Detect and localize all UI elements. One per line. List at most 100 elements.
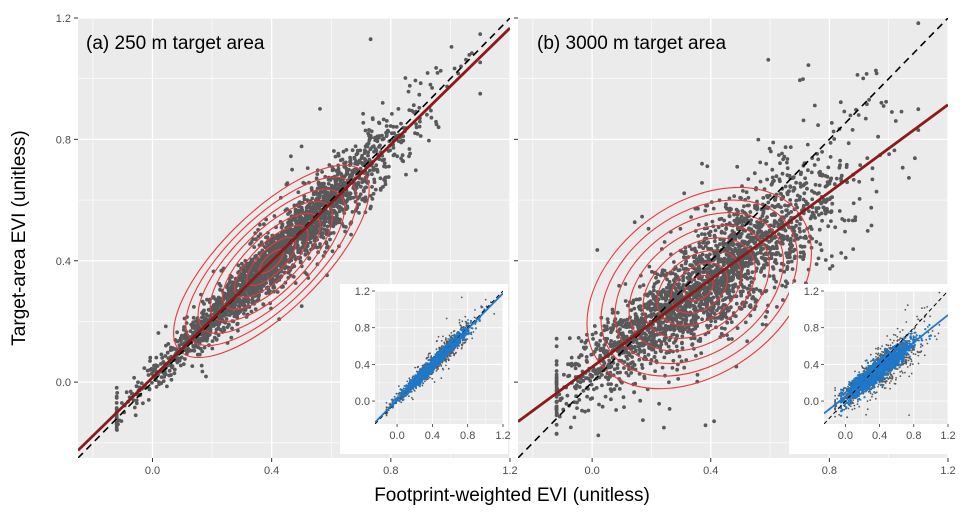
data-point — [219, 268, 224, 273]
inset-point-gray — [395, 392, 398, 395]
data-point — [248, 242, 253, 246]
data-point — [132, 405, 137, 410]
inset-point-gray — [424, 380, 426, 383]
data-point — [150, 380, 154, 385]
data-point — [299, 304, 304, 308]
x-tick-label: 1.2 — [502, 465, 517, 477]
data-point — [370, 185, 374, 189]
inset-point-gray — [413, 390, 416, 392]
inset-point-gray — [436, 366, 439, 369]
data-point — [190, 364, 195, 368]
data-point — [414, 125, 419, 130]
data-point — [329, 189, 334, 194]
inset-point-gray — [445, 360, 447, 363]
data-point — [256, 261, 261, 266]
data-point — [368, 168, 372, 173]
data-point — [164, 343, 168, 348]
data-point — [392, 152, 397, 157]
inset-point-gray — [447, 338, 450, 340]
data-point — [210, 339, 215, 343]
data-point — [258, 222, 262, 227]
panel-a-x-ticks: 0.0 0.4 0.8 1.2 — [145, 458, 518, 477]
data-point — [327, 220, 332, 225]
data-point — [407, 83, 412, 88]
inset-point-gray — [493, 313, 496, 315]
data-point — [372, 177, 377, 182]
inset-point-gray — [448, 359, 450, 361]
data-point — [330, 249, 335, 254]
data-point — [418, 81, 423, 86]
data-point — [403, 76, 408, 80]
inset-point-gray — [415, 370, 418, 373]
inset-point-gray — [463, 341, 466, 344]
data-point — [178, 336, 183, 340]
data-point — [253, 255, 258, 260]
data-point — [305, 272, 309, 277]
data-point — [304, 216, 309, 221]
inset-point-gray — [458, 321, 461, 324]
data-point — [192, 305, 196, 309]
data-point — [131, 398, 136, 403]
data-point — [147, 387, 152, 392]
data-point — [383, 179, 388, 184]
inset-point-gray — [473, 316, 476, 319]
data-point — [283, 239, 288, 243]
data-point — [401, 125, 406, 130]
data-point — [357, 211, 361, 215]
data-point — [320, 214, 325, 219]
data-point — [162, 371, 167, 376]
data-point — [161, 379, 166, 383]
data-point — [216, 295, 221, 300]
inset-point-blue — [462, 328, 465, 331]
inset-point-gray — [475, 317, 477, 319]
inset-point-gray — [451, 334, 453, 337]
inset-point-blue — [405, 386, 408, 389]
data-point — [324, 209, 329, 214]
inset-point-gray — [388, 403, 391, 405]
data-point — [333, 154, 338, 159]
inset-point-gray — [460, 343, 463, 346]
data-point — [236, 282, 241, 287]
data-point — [246, 300, 251, 305]
data-point — [379, 186, 383, 191]
data-point — [285, 248, 290, 252]
data-point — [264, 217, 268, 222]
data-point — [184, 321, 189, 325]
data-point — [299, 205, 304, 210]
data-point — [200, 369, 205, 374]
data-point — [308, 240, 313, 245]
data-point — [324, 194, 329, 198]
data-point — [231, 289, 236, 294]
data-point — [363, 195, 368, 200]
inset-point-gray — [406, 380, 409, 383]
data-point — [366, 153, 370, 158]
inset-point-gray — [411, 397, 413, 399]
inset-point-gray — [425, 378, 428, 381]
data-point — [259, 287, 264, 292]
data-point — [193, 329, 198, 334]
data-point — [371, 168, 376, 173]
data-point — [134, 398, 139, 403]
data-point — [406, 89, 411, 94]
data-point — [332, 204, 336, 209]
inset-point-blue — [409, 390, 412, 393]
data-point — [217, 281, 222, 286]
data-point — [233, 303, 238, 307]
x-tick-label: 0.8 — [383, 465, 398, 477]
data-point — [177, 358, 182, 362]
data-point — [315, 225, 319, 230]
data-point — [336, 170, 341, 175]
data-point — [362, 157, 367, 161]
data-point — [327, 214, 332, 219]
data-point — [201, 332, 205, 337]
data-point — [369, 204, 373, 209]
data-point — [204, 334, 209, 338]
data-point — [272, 214, 277, 218]
data-point — [332, 149, 336, 153]
data-point — [332, 185, 337, 190]
data-point — [228, 291, 233, 296]
data-point — [324, 215, 328, 219]
data-point — [381, 117, 386, 122]
inset-point-gray — [397, 385, 400, 388]
data-point — [252, 245, 257, 250]
